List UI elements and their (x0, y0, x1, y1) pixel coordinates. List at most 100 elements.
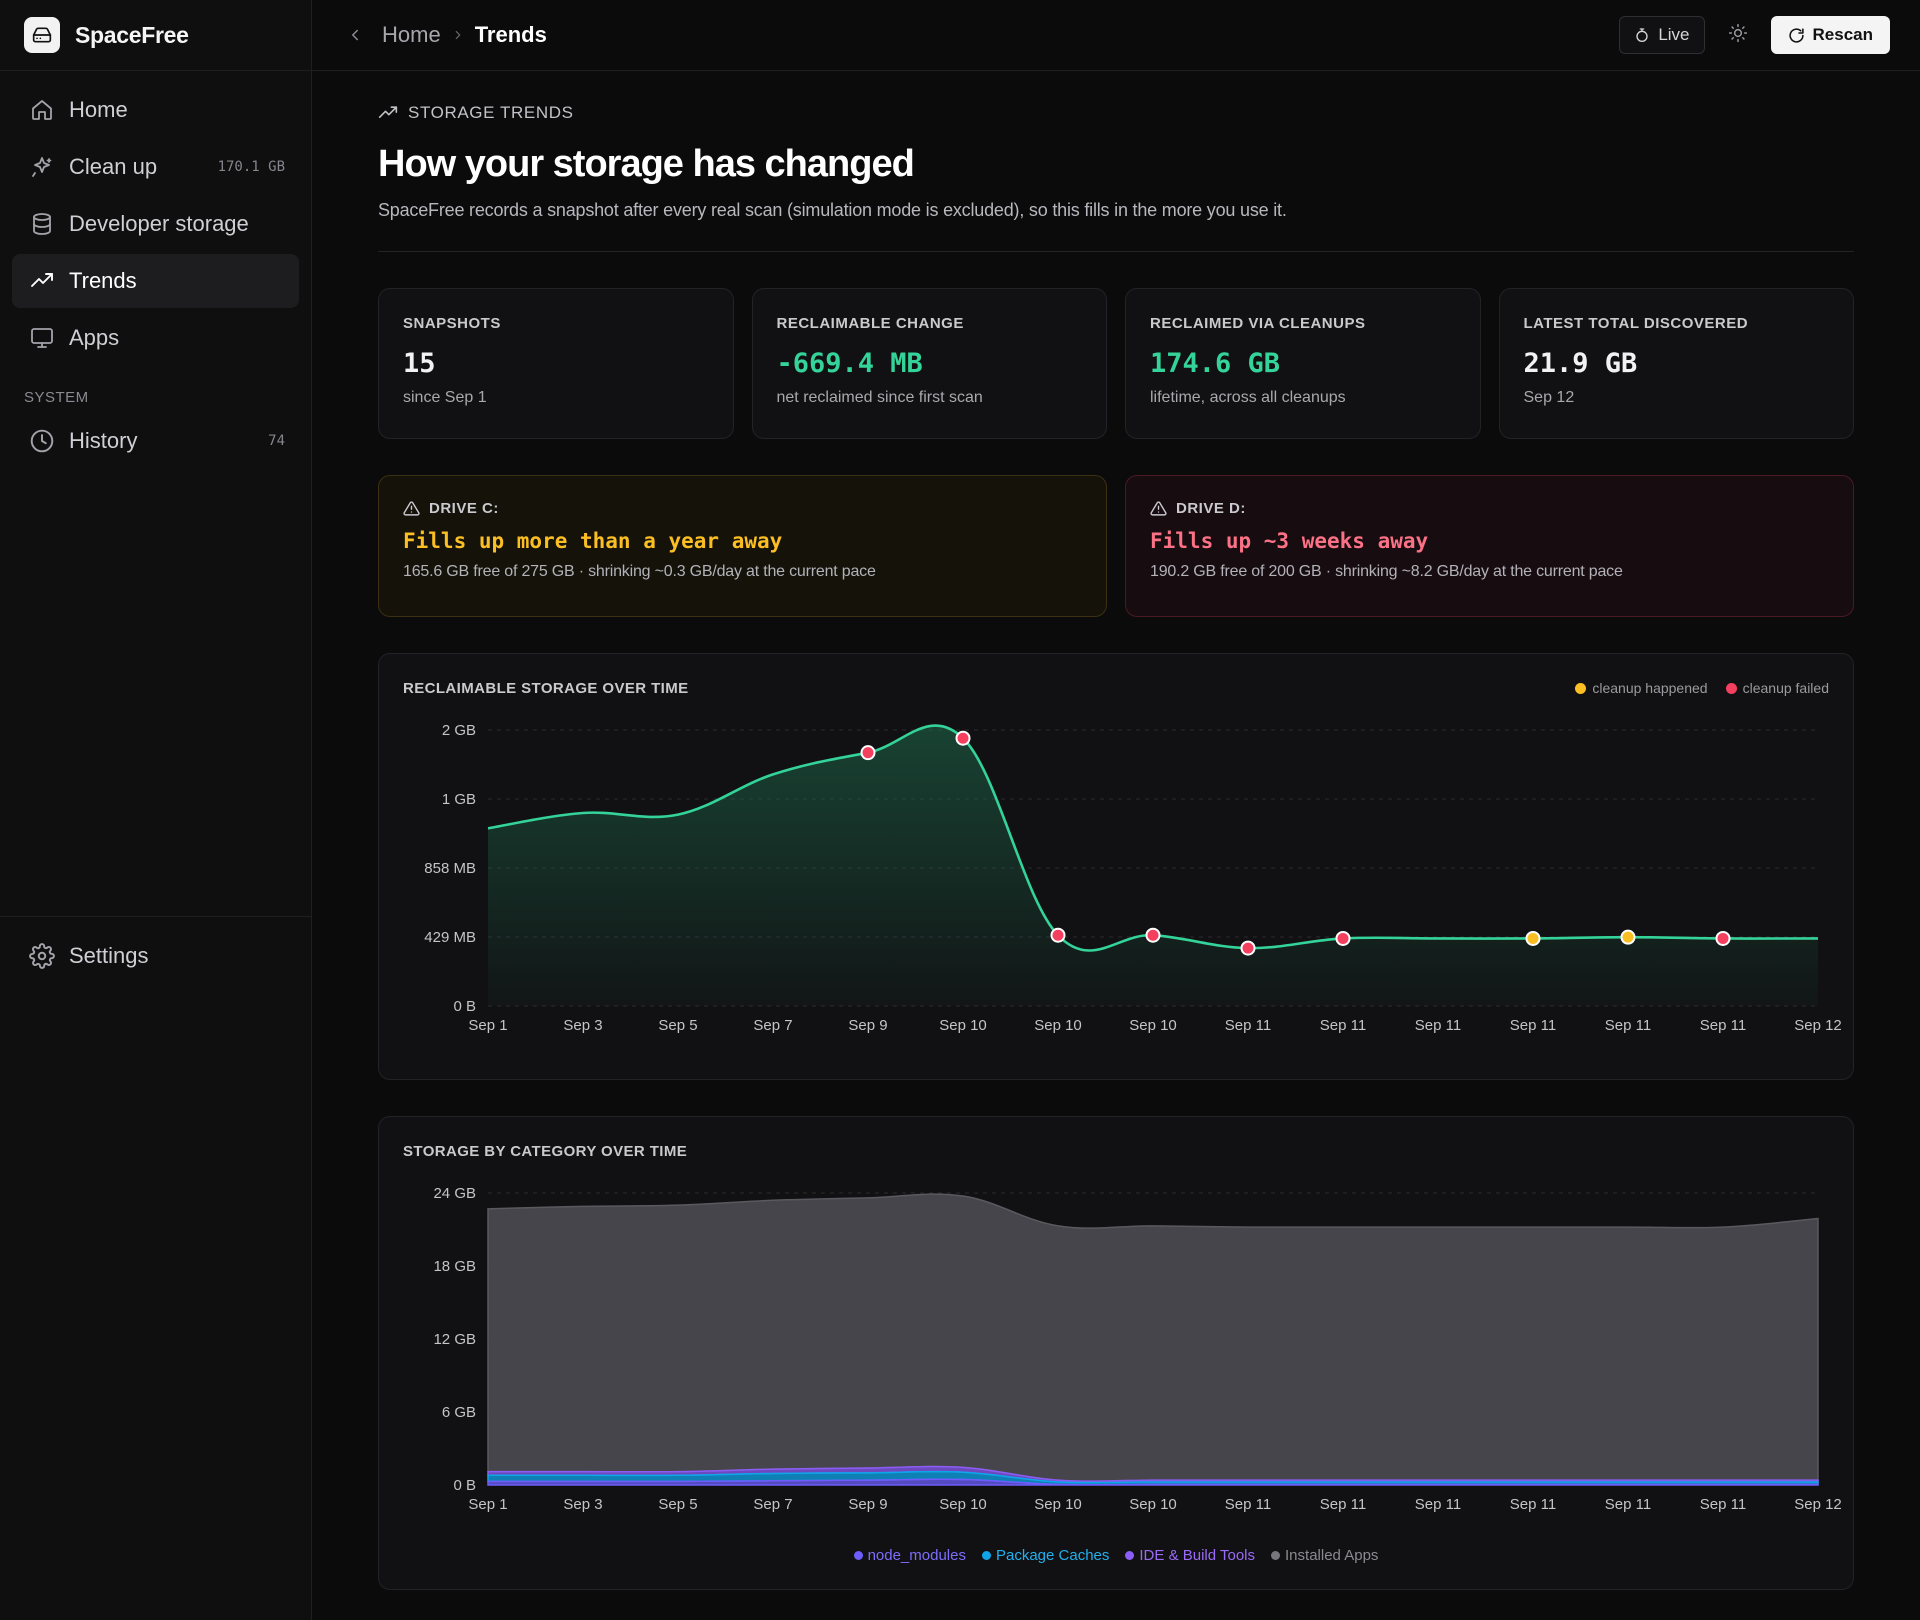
sidebar-item-history[interactable]: History 74 (12, 414, 299, 468)
stats-row: SNAPSHOTS 15 since Sep 1 RECLAIMABLE CHA… (378, 288, 1854, 439)
sidebar-item-trends[interactable]: Trends (12, 254, 299, 308)
trends-content: STORAGE TRENDS How your storage has chan… (312, 103, 1920, 1590)
y-tick-label: 24 GB (433, 1185, 476, 1202)
y-tick-label: 0 B (453, 998, 476, 1015)
page-eyebrow: STORAGE TRENDS (378, 103, 1854, 123)
legend-label: Package Caches (995, 1547, 1110, 1564)
drive-label-text: DRIVE D: (1176, 500, 1246, 517)
legend-label: node_modules (867, 1547, 966, 1564)
stat-value: 15 (403, 348, 436, 379)
x-tick-label: Sep 11 (1510, 1017, 1556, 1034)
x-tick-label: Sep 10 (939, 1496, 987, 1513)
drive-card-c: DRIVE C: Fills up more than a year away … (378, 475, 1107, 617)
topbar: Home Trends Live Rescan (312, 0, 1920, 71)
drive-detail: 165.6 GB free of 275 GB · shrinking ~0.3… (403, 563, 876, 580)
event-marker (1145, 927, 1161, 943)
reclaimable-chart-card: 0 B 429 MB 858 MB 1 GB 2 GB Sep 1 Sep 3 Sep 5 Se… (378, 653, 1854, 1080)
drive-detail: 190.2 GB free of 200 GB · shrinking ~8.2… (1150, 563, 1623, 580)
sidebar: SpaceFree Home Clean up 170.1 GB Develop… (0, 0, 312, 1620)
x-tick-label: Sep 10 (939, 1017, 987, 1034)
rescan-button[interactable]: Rescan (1770, 16, 1890, 54)
x-tick-label: Sep 12 (1794, 1496, 1842, 1513)
stat-label: RECLAIMED VIA CLEANUPS (1150, 315, 1366, 332)
x-tick-label: Sep 10 (1129, 1017, 1177, 1034)
event-marker (1715, 930, 1731, 946)
x-tick-label: Sep 11 (1225, 1017, 1271, 1034)
sidebar-item-label: Apps (69, 325, 120, 350)
y-tick-label: 429 MB (424, 929, 476, 946)
y-tick-label: 18 GB (433, 1258, 476, 1275)
divider (378, 251, 1854, 252)
sidebar-item-label: Home (69, 97, 128, 122)
legend-swatch (1575, 682, 1587, 694)
live-label: Live (1658, 25, 1690, 44)
drive-eta: Fills up more than a year away (403, 529, 783, 553)
stat-value: -669.4 MB (776, 348, 923, 379)
theme-toggle-button[interactable] (1719, 16, 1757, 54)
x-tick-label: Sep 1 (468, 1496, 507, 1513)
stat-sub: net reclaimed since first scan (776, 389, 983, 406)
node-modules-area (487, 1478, 1819, 1486)
x-tick-label: Sep 9 (848, 1017, 887, 1034)
chart-legend: cleanup happened cleanup failed (1575, 680, 1829, 696)
sidebar-item-settings[interactable]: Settings (12, 929, 299, 983)
trending-up-icon (378, 103, 398, 123)
legend-item-cleanup-happened: cleanup happened (1575, 680, 1708, 696)
category-chart: 0 B 6 GB 12 GB 18 GB 24 GB Sep 1 Sep 3 Sep 5 Sep… (433, 1185, 1842, 1513)
legend-swatch (1271, 1551, 1281, 1560)
sidebar-item-home[interactable]: Home (12, 83, 299, 137)
x-tick-label: Sep 11 (1415, 1017, 1461, 1034)
chevron-right-icon (451, 28, 465, 42)
breadcrumb-home[interactable]: Home (382, 22, 441, 47)
live-toggle-button[interactable]: Live (1619, 16, 1705, 54)
chart-title: RECLAIMABLE STORAGE OVER TIME (403, 680, 689, 697)
y-tick-label: 858 MB (424, 860, 476, 877)
system-section-label: SYSTEM (24, 389, 89, 406)
system-nav: History 74 (0, 410, 311, 468)
chart-title: STORAGE BY CATEGORY OVER TIME (403, 1143, 688, 1160)
x-tick-label: Sep 11 (1320, 1496, 1366, 1513)
stat-card-reclaimed-via-cleanups: RECLAIMED VIA CLEANUPS 174.6 GB lifetime… (1125, 288, 1481, 439)
legend-item-node-modules[interactable]: node_modules (853, 1547, 966, 1564)
legend-swatch (1725, 682, 1737, 694)
x-tick-label: Sep 11 (1415, 1496, 1461, 1513)
legend-label: cleanup failed (1742, 680, 1829, 696)
event-marker (1050, 927, 1066, 943)
app-logo-icon (24, 17, 60, 53)
sidebar-item-clean-up[interactable]: Clean up 170.1 GB (12, 140, 299, 194)
y-tick-label: 0 B (453, 1477, 476, 1494)
stat-sub: since Sep 1 (403, 389, 487, 406)
event-marker (1525, 930, 1541, 946)
sidebar-item-apps[interactable]: Apps (12, 311, 299, 365)
drive-label-text: DRIVE C: (429, 500, 499, 517)
topbar-actions: Live Rescan (1619, 16, 1890, 54)
legend-item-installed-apps[interactable]: Installed Apps (1271, 1547, 1378, 1564)
legend-item-ide-build-tools[interactable]: IDE & Build Tools (1125, 1547, 1255, 1564)
sidebar-footer: Settings (0, 916, 311, 986)
reclaimable-area (488, 725, 1818, 1006)
monitor-icon (28, 324, 56, 352)
stat-sub: lifetime, across all cleanups (1150, 389, 1346, 406)
sidebar-item-label: Developer storage (69, 211, 249, 236)
reclaimable-line (487, 724, 1819, 952)
refresh-icon (1788, 27, 1805, 44)
rescan-label: Rescan (1812, 25, 1873, 44)
back-chevron-icon[interactable] (346, 26, 364, 44)
x-tick-label: Sep 3 (563, 1017, 602, 1034)
x-tick-label: Sep 5 (658, 1017, 697, 1034)
stat-label: SNAPSHOTS (403, 315, 501, 332)
sidebar-item-developer-storage[interactable]: Developer storage (12, 197, 299, 251)
sidebar-item-label: Clean up (69, 154, 158, 179)
page-title: How your storage has changed (378, 143, 915, 185)
x-tick-label: Sep 7 (753, 1017, 792, 1034)
legend-item-package-caches[interactable]: Package Caches (981, 1547, 1110, 1564)
stat-label: LATEST TOTAL DISCOVERED (1523, 315, 1749, 332)
x-tick-label: Sep 11 (1225, 1496, 1271, 1513)
legend-swatch (853, 1551, 863, 1560)
legend-label: IDE & Build Tools (1139, 1547, 1256, 1564)
drive-eta: Fills up ~3 weeks away (1150, 529, 1429, 553)
event-marker (955, 730, 971, 746)
x-tick-label: Sep 7 (753, 1496, 792, 1513)
legend-swatch (1125, 1551, 1135, 1560)
